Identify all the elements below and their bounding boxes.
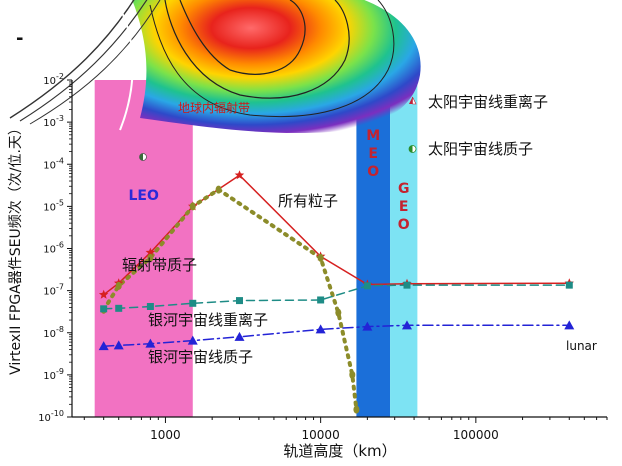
x-tick-label: 100000 [453,428,499,442]
legend-circle-half-icon [408,145,417,153]
label-gcr-heavy-ions: 银河宇宙线重离子 [148,311,268,329]
data-point [146,302,154,310]
y-tick-label: 10-3 [43,114,64,129]
data-point [189,202,196,211]
legend-solar-protons: 太阳宇宙线质子 [428,140,533,158]
data-point [235,297,243,305]
y-tick-label: 10-9 [43,367,64,382]
orbit-regions [94,80,418,417]
y-tick-label: 10-5 [43,198,64,213]
data-point [98,341,109,351]
region-label-meo-char: M [366,128,380,144]
data-point [113,340,124,350]
data-point [147,253,154,262]
data-point [353,405,360,414]
data-point [100,305,108,313]
data-point [401,320,412,330]
stray-half-circle-icon [139,153,147,161]
data-point [187,335,198,345]
radiation-belt-image [9,0,421,134]
y-tick-label: 10-10 [38,409,64,424]
legend-triangle-half-icon [409,96,417,105]
region-leo [94,80,193,417]
region-label-geo-char: G [398,181,410,197]
label-gcr-protons: 银河宇宙线质子 [148,348,253,366]
data-point [565,281,573,289]
y-tick-label: 10-7 [43,283,64,298]
label-belt-protons: 辐射带质子 [122,256,197,274]
data-point [317,296,325,304]
data-point [115,281,122,290]
series-markers [98,170,575,414]
data-point [145,247,156,257]
x-tick-label: 10000 [302,428,340,442]
data-point [335,308,342,317]
series-labels: 所有粒子 辐射带质子 银河宇宙线重离子 银河宇宙线质子 lunar [122,192,597,366]
data-point [317,253,324,262]
data-point [315,324,326,334]
data-point [363,282,371,290]
data-point [215,185,222,194]
data-point [564,320,575,330]
data-point [234,170,245,180]
region-meo [356,80,391,417]
region-label-meo-char: O [367,164,379,180]
data-point [362,321,373,331]
label-lunar: lunar [566,339,597,353]
belt-label: 地球内辐射带 [178,100,250,115]
legend-solar-heavy-ions: 太阳宇宙线重离子 [428,93,548,111]
legend: 太阳宇宙线重离子 太阳宇宙线质子 [139,93,548,161]
data-point [403,281,411,289]
region-label-geo-char: E [399,199,409,215]
region-label-geo-char: O [398,217,410,233]
label-all-particles: 所有粒子 [278,192,338,210]
data-point [189,299,197,307]
dash-mark: - [16,28,23,49]
y-tick-label: 10-6 [43,241,64,256]
x-tick-label: 1000 [150,428,181,442]
region-geo [390,80,418,417]
region-label-meo-char: E [368,146,378,162]
y-tick-label: 10-2 [43,72,64,87]
y-axis-label: VirtexII FPGA器件SEU频次（次/位.天） [8,121,24,375]
data-point [234,331,245,341]
region-label-leo: LEO [129,188,159,204]
data-point [115,304,123,312]
x-axis-label: 轨道高度（km） [283,442,396,460]
data-point [349,370,356,379]
y-tick-label: 10-4 [43,156,64,171]
data-point [145,338,156,348]
data-point [98,289,109,299]
y-tick-label: 10-8 [43,325,64,340]
